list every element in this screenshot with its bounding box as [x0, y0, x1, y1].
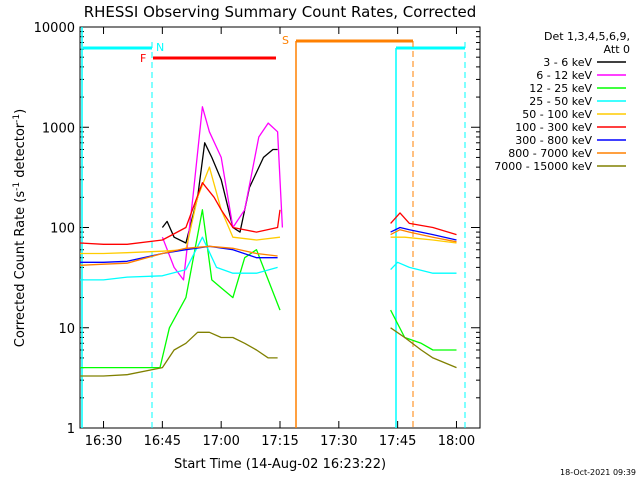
legend-label: 25 - 50 keV [529, 95, 592, 108]
series-line-7 [390, 229, 457, 243]
series-line-8 [80, 331, 278, 377]
chart-title: RHESSI Observing Summary Count Rates, Co… [84, 3, 477, 21]
y-tick-label: 1 [67, 422, 75, 437]
legend-label: 50 - 100 keV [522, 108, 592, 121]
x-tick-label: 18:00 [438, 434, 475, 449]
series-lines [79, 106, 457, 377]
flare-marker-label: F [140, 52, 146, 65]
y-tick-label: 100 [50, 222, 75, 237]
legend-label: 7000 - 15000 keV [494, 160, 592, 173]
legend-label: 300 - 800 keV [515, 134, 592, 147]
x-tick-label: 17:30 [320, 434, 357, 449]
series-line-3 [80, 236, 278, 281]
x-tick-label: 17:45 [379, 434, 416, 449]
x-tick-label: 17:00 [202, 434, 239, 449]
x-tick-label: 17:15 [261, 434, 298, 449]
night-marker-label: N [156, 41, 164, 54]
series-line-3 [390, 261, 457, 274]
series-line-1 [161, 106, 284, 281]
footer-stamp: 18-Oct-2021 09:39 [560, 468, 636, 477]
legend-label: 6 - 12 keV [536, 69, 592, 82]
y-tick-label: 10000 [34, 21, 75, 36]
y-axis-label: Corrected Count Rate (s-1 detector-1) [12, 109, 28, 347]
y-tick-label: 1000 [42, 121, 75, 136]
series-line-6 [80, 245, 278, 263]
series-line-5 [79, 182, 281, 245]
series-line-8 [390, 327, 457, 369]
x-tick-label: 16:30 [85, 434, 122, 449]
legend-label: 12 - 25 keV [529, 82, 592, 95]
x-tick-label: 16:45 [144, 434, 181, 449]
y-tick-label: 10 [58, 322, 75, 337]
series-line-0 [161, 142, 278, 244]
series-line-4 [390, 236, 457, 244]
axis-ticks: 16:30 16:45 17:00 17:15 17:30 17:45 18:00 1 10 10… [34, 21, 480, 449]
observing-markers: NF S [81, 27, 466, 428]
legend-header-line1: Det 1,3,4,5,6,9, [544, 30, 630, 43]
series-line-5 [390, 212, 457, 236]
legend-header-line2: Att 0 [604, 43, 630, 56]
legend-label: 100 - 300 keV [515, 121, 592, 134]
series-line-6 [390, 226, 457, 241]
x-axis-label: Start Time (14-Aug-02 16:23:22) [174, 457, 386, 472]
series-line-2 [80, 209, 281, 369]
saa-marker-label: S [282, 34, 289, 47]
legend-label: 800 - 7000 keV [508, 147, 592, 160]
series-line-2 [390, 309, 457, 351]
legend-label: 3 - 6 keV [543, 56, 592, 69]
series-line-7 [79, 245, 278, 266]
